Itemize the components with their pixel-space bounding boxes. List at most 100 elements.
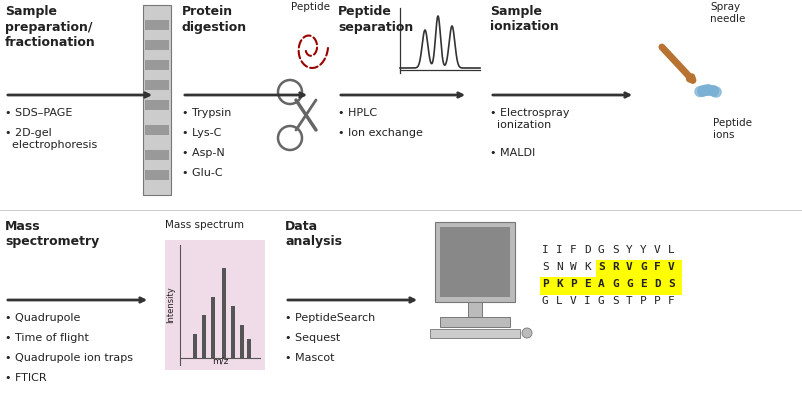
Text: W: W [570, 262, 577, 272]
Text: • Lys-C: • Lys-C [182, 128, 221, 138]
Text: P: P [542, 279, 549, 289]
Circle shape [695, 87, 705, 97]
Text: T: T [626, 296, 633, 306]
Text: G: G [542, 296, 549, 306]
Circle shape [698, 87, 707, 97]
Bar [247, 339, 251, 358]
Text: Data
analysis: Data analysis [285, 220, 342, 249]
Text: D: D [654, 279, 661, 289]
Bar [145, 170, 169, 180]
Text: D: D [584, 245, 591, 255]
Bar [145, 20, 169, 30]
Text: G: G [612, 279, 619, 289]
Bar [468, 302, 482, 317]
Text: G: G [598, 296, 605, 306]
Bar [221, 268, 225, 358]
Circle shape [703, 85, 714, 95]
Text: • Sequest: • Sequest [285, 333, 340, 343]
Text: L: L [556, 296, 563, 306]
Bar [440, 317, 510, 327]
Text: • Quadrupole: • Quadrupole [5, 313, 80, 323]
Text: Mass spectrum: Mass spectrum [165, 220, 244, 230]
Text: I: I [584, 296, 591, 306]
Circle shape [711, 87, 721, 97]
Text: • PeptideSearch: • PeptideSearch [285, 313, 375, 323]
Text: E: E [640, 279, 646, 289]
Text: S: S [668, 279, 674, 289]
Circle shape [708, 86, 719, 96]
Text: Sample
ionization: Sample ionization [490, 5, 559, 34]
Text: A: A [598, 279, 605, 289]
Bar [211, 297, 215, 358]
Circle shape [700, 85, 711, 95]
Text: Spray
needle: Spray needle [710, 2, 745, 24]
Bar [240, 325, 244, 358]
Circle shape [703, 85, 712, 95]
Bar [145, 40, 169, 50]
Text: G: G [626, 279, 633, 289]
Text: V: V [626, 262, 633, 272]
Text: • Mascot: • Mascot [285, 353, 334, 363]
Text: N: N [556, 262, 563, 272]
Text: Mass
spectrometry: Mass spectrometry [5, 220, 99, 249]
Text: • Electrospray
  ionization: • Electrospray ionization [490, 108, 569, 130]
Text: S: S [612, 245, 619, 255]
Text: S: S [612, 296, 619, 306]
Text: K: K [556, 279, 563, 289]
Circle shape [704, 85, 714, 95]
Text: • HPLC: • HPLC [338, 108, 377, 118]
Bar [165, 240, 265, 370]
Bar [145, 125, 169, 135]
Circle shape [709, 86, 719, 96]
Text: Y: Y [626, 245, 633, 255]
Text: V: V [654, 245, 661, 255]
Bar [145, 150, 169, 160]
Text: P: P [640, 296, 646, 306]
Text: • Time of flight: • Time of flight [5, 333, 89, 343]
Text: • SDS–PAGE: • SDS–PAGE [5, 108, 72, 118]
Text: • MALDI: • MALDI [490, 148, 535, 158]
Text: F: F [570, 245, 577, 255]
Text: Peptide
ions: Peptide ions [713, 118, 752, 140]
Bar [202, 315, 206, 358]
Circle shape [699, 86, 708, 96]
Text: • Ion exchange: • Ion exchange [338, 128, 423, 138]
Text: Intensity: Intensity [166, 286, 175, 323]
Text: R: R [612, 262, 619, 272]
Text: S: S [598, 262, 605, 272]
Bar [145, 80, 169, 90]
Text: I: I [556, 245, 563, 255]
Bar [193, 334, 197, 358]
Bar [596, 260, 682, 278]
Bar [540, 277, 682, 295]
Bar [145, 60, 169, 70]
Bar [145, 100, 169, 110]
Text: Protein
digestion: Protein digestion [182, 5, 247, 34]
Text: • Trypsin: • Trypsin [182, 108, 231, 118]
Text: G: G [640, 262, 646, 272]
Text: K: K [584, 262, 591, 272]
Text: P: P [570, 279, 577, 289]
Text: Peptide
separation: Peptide separation [338, 5, 413, 34]
Text: V: V [570, 296, 577, 306]
Text: P: P [654, 296, 661, 306]
Bar [435, 222, 515, 302]
Circle shape [522, 328, 532, 338]
Text: F: F [654, 262, 661, 272]
Text: E: E [584, 279, 591, 289]
Text: F: F [668, 296, 674, 306]
Text: Peptide: Peptide [290, 2, 330, 12]
Text: Y: Y [640, 245, 646, 255]
Bar [143, 5, 171, 195]
Text: m/z: m/z [212, 356, 229, 365]
Text: • Glu-C: • Glu-C [182, 168, 223, 178]
Text: • Asp-N: • Asp-N [182, 148, 225, 158]
Text: I: I [542, 245, 549, 255]
Text: • FTICR: • FTICR [5, 373, 47, 383]
Text: • 2D-gel
  electrophoresis: • 2D-gel electrophoresis [5, 128, 97, 150]
Bar [440, 227, 510, 297]
Text: S: S [542, 262, 549, 272]
Bar [230, 306, 234, 358]
Text: L: L [668, 245, 674, 255]
Text: Sample
preparation/
fractionation: Sample preparation/ fractionation [5, 5, 95, 49]
